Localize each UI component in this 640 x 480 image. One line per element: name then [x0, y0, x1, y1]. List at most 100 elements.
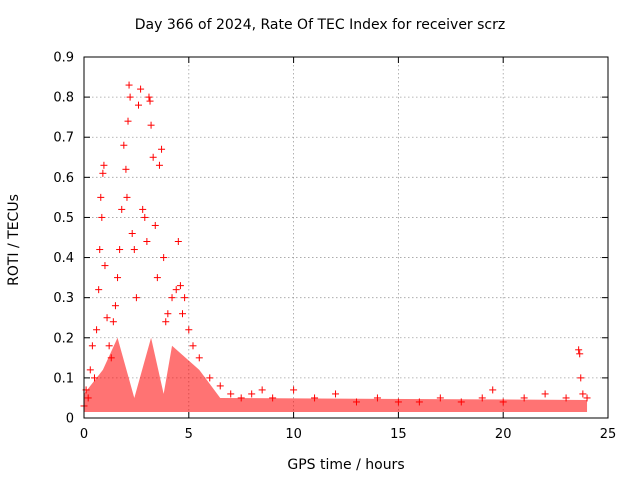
data-point [478, 394, 486, 402]
data-point [179, 310, 187, 318]
data-point [137, 85, 145, 93]
x-tick-labels: 0 5 10 15 20 25 [80, 427, 616, 442]
y-tick-label: 0.8 [53, 91, 74, 106]
data-point [126, 93, 134, 101]
x-axis-label: GPS time / hours [287, 457, 405, 473]
data-point [143, 238, 151, 246]
data-point [332, 390, 340, 398]
data-point [227, 390, 235, 398]
data-point [122, 165, 130, 173]
x-tick-label: 10 [285, 427, 302, 442]
data-point [174, 238, 182, 246]
data-point [575, 346, 583, 354]
y-tick-label: 0.4 [53, 251, 74, 266]
data-point [93, 326, 101, 334]
data-point [158, 145, 166, 153]
data-point [99, 169, 107, 177]
y-tick-label: 0.9 [53, 51, 74, 66]
data-point [84, 394, 92, 402]
data-point [98, 213, 106, 221]
axis-ticks [83, 56, 609, 419]
y-tick-label: 0.3 [53, 291, 74, 306]
data-point [311, 394, 319, 402]
data-point [123, 193, 131, 201]
data-point [149, 153, 157, 161]
data-point [583, 394, 591, 402]
data-point [520, 394, 528, 402]
plot-frame [83, 56, 609, 419]
data-point [258, 386, 266, 394]
y-tick-label: 0.1 [53, 371, 74, 386]
data-point [176, 282, 184, 290]
data-point [88, 342, 96, 350]
data-point [114, 274, 122, 282]
data-point [145, 93, 153, 101]
data-points [80, 81, 591, 410]
data-point [195, 354, 203, 362]
data-point [162, 318, 170, 326]
data-point [125, 81, 133, 89]
data-point [95, 286, 103, 294]
data-point [248, 390, 256, 398]
data-point [206, 374, 214, 382]
data-point [109, 318, 117, 326]
data-point [237, 394, 245, 402]
data-point [96, 246, 104, 254]
data-point [269, 394, 277, 402]
data-point [216, 382, 224, 390]
data-point [97, 193, 105, 201]
data-point [134, 101, 142, 109]
data-point [160, 254, 168, 262]
data-point [181, 294, 189, 302]
data-point [124, 117, 132, 125]
data-point [107, 354, 115, 362]
data-point [90, 374, 98, 382]
data-point [111, 302, 119, 310]
data-point [120, 141, 128, 149]
data-point [146, 97, 154, 105]
y-tick-label: 0.6 [53, 171, 74, 186]
data-point [141, 213, 149, 221]
data-density-band [84, 337, 588, 412]
data-point [562, 394, 570, 402]
dense-data-band [84, 337, 588, 412]
data-point [155, 161, 163, 169]
y-tick-label: 0 [66, 412, 74, 427]
data-point [128, 229, 136, 237]
data-point [352, 398, 360, 406]
data-point [118, 205, 126, 213]
data-point [185, 326, 193, 334]
data-point [147, 121, 155, 129]
data-point [415, 398, 423, 406]
data-point [579, 390, 587, 398]
data-point [139, 205, 147, 213]
data-point [394, 398, 402, 406]
data-point [457, 398, 465, 406]
data-point [576, 350, 584, 358]
data-point [132, 294, 140, 302]
data-point [499, 398, 507, 406]
data-point [100, 161, 108, 169]
data-point [86, 366, 94, 374]
data-point [153, 274, 161, 282]
data-point [489, 386, 497, 394]
data-point [151, 221, 159, 229]
x-tick-label: 25 [600, 427, 617, 442]
data-point [541, 390, 549, 398]
data-point [577, 374, 585, 382]
data-point [116, 246, 124, 254]
grid-lines [84, 57, 608, 418]
data-point [101, 262, 109, 270]
data-point [103, 314, 111, 322]
data-point [290, 386, 298, 394]
y-tick-labels: 0 0.1 0.2 0.3 0.4 0.5 0.6 0.7 0.8 0.9 [53, 51, 74, 427]
data-point [373, 394, 381, 402]
y-tick-label: 0.7 [53, 131, 74, 146]
data-point [105, 342, 113, 350]
x-tick-label: 5 [185, 427, 193, 442]
data-point [168, 294, 176, 302]
x-tick-label: 0 [80, 427, 88, 442]
chart-title: Day 366 of 2024, Rate Of TEC Index for r… [134, 17, 506, 33]
data-point [164, 310, 172, 318]
